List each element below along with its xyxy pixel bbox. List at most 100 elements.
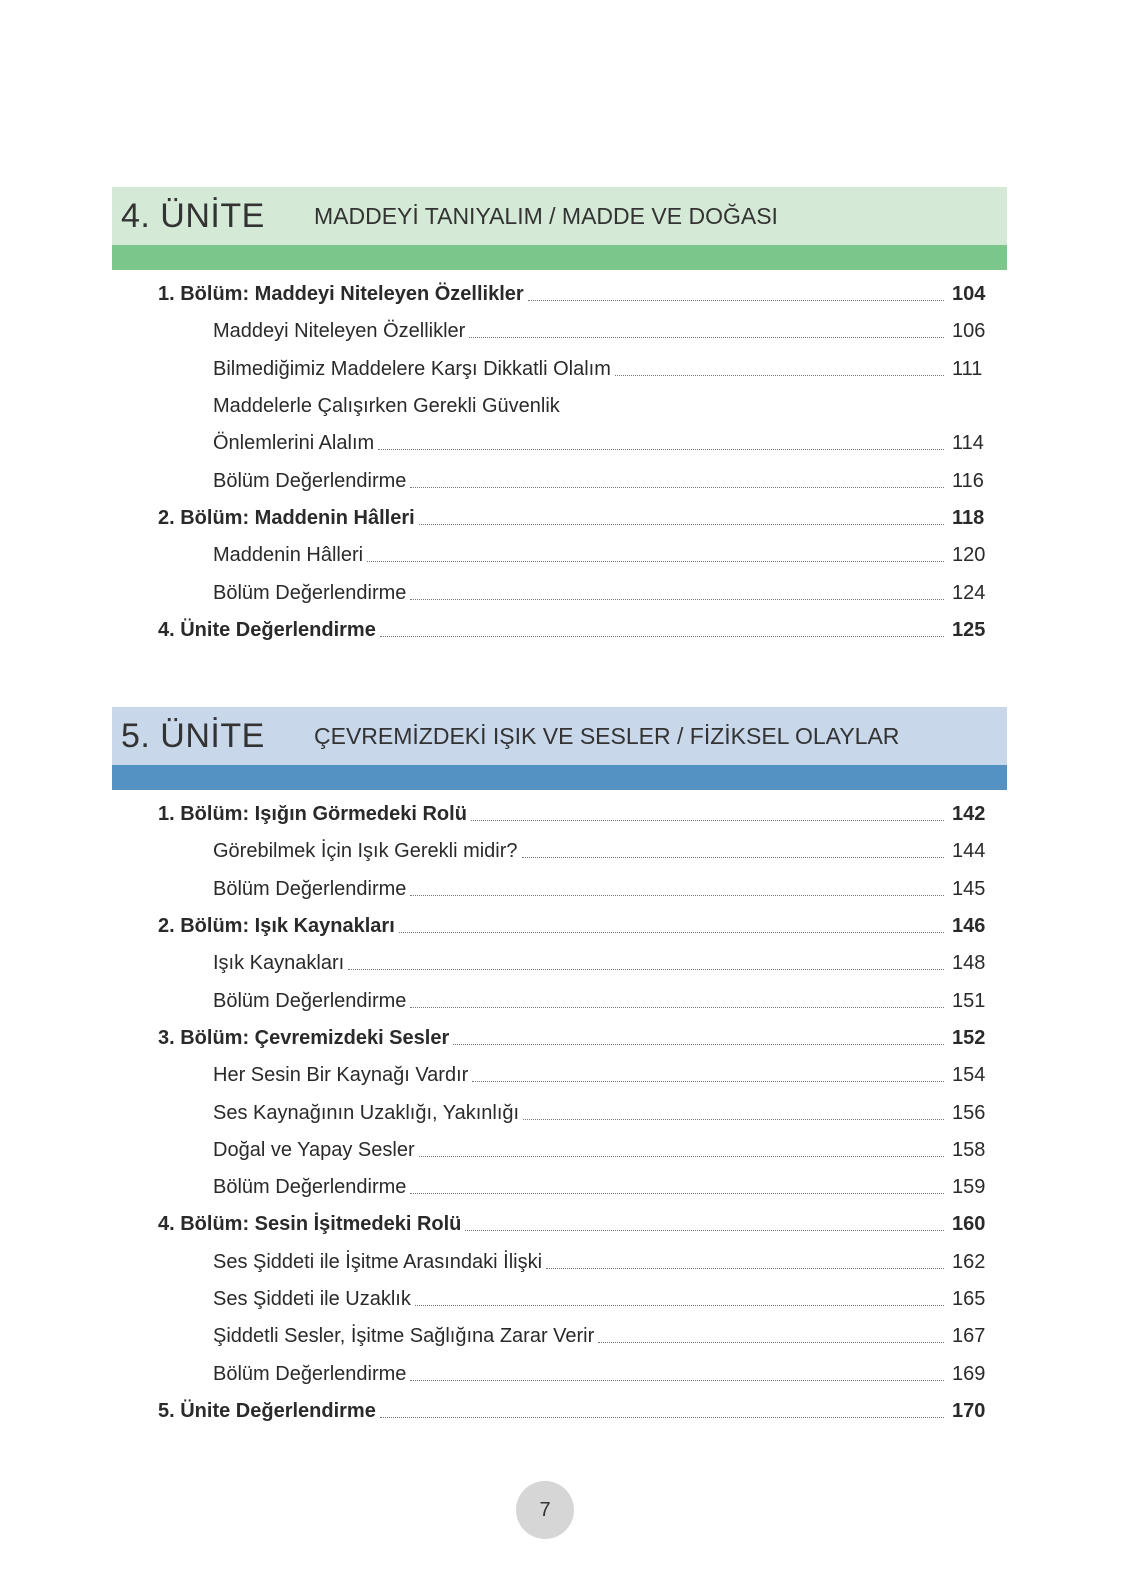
- toc-section-entry[interactable]: Ses Şiddeti ile Uzaklık 165: [158, 1281, 986, 1318]
- dot-leader: [521, 857, 944, 859]
- entry-page-number: 146: [952, 915, 986, 938]
- unit-4-title-band: 4. ÜNİTE MADDEYİ TANIYALIM / MADDE VE DO…: [112, 187, 1007, 245]
- page-number: 7: [539, 1498, 551, 1521]
- toc-chapter-entry[interactable]: 1. Bölüm: Işığın Görmedeki Rolü 142: [158, 796, 986, 833]
- toc-section-entry[interactable]: Maddeyi Niteleyen Özellikler 106: [158, 313, 986, 350]
- entry-page-number: 125: [952, 618, 986, 641]
- entry-page-number: 148: [952, 952, 986, 975]
- toc-section-entry[interactable]: Bilmediğimiz Maddelere Karşı Dikkatli Ol…: [158, 351, 986, 388]
- dot-leader: [410, 486, 944, 488]
- dot-leader: [546, 1267, 944, 1269]
- dot-leader: [527, 300, 944, 302]
- toc-section-entry[interactable]: Doğal ve Yapay Sesler 158: [158, 1132, 986, 1169]
- entry-page-number: 156: [952, 1101, 986, 1124]
- dot-leader: [379, 1416, 944, 1418]
- unit-4-header: 4. ÜNİTE MADDEYİ TANIYALIM / MADDE VE DO…: [112, 187, 1007, 270]
- entry-label: Görebilmek İçin Işık Gerekli midir?: [213, 840, 518, 863]
- entry-label: Işık Kaynakları: [213, 952, 345, 975]
- toc-section-entry[interactable]: Işık Kaynakları 148: [158, 945, 986, 982]
- dot-leader: [465, 1230, 944, 1232]
- entry-page-number: 142: [952, 803, 986, 826]
- entry-label: Ses Şiddeti ile Uzaklık: [213, 1288, 411, 1310]
- toc-section-entry[interactable]: Maddenin Hâlleri 120: [158, 537, 986, 574]
- entry-page-number: 104: [952, 283, 986, 306]
- toc-chapter-entry[interactable]: 2. Bölüm: Maddenin Hâlleri 118: [158, 500, 986, 537]
- unit-number: 4. ÜNİTE: [121, 196, 265, 235]
- toc-section-entry[interactable]: Maddelerle Çalışırken Gerekli Güvenlik: [158, 388, 986, 425]
- toc-section-entry[interactable]: Bölüm Değerlendirme 124: [158, 574, 986, 611]
- toc-chapter-entry[interactable]: 5. Ünite Değerlendirme 170: [158, 1393, 986, 1430]
- toc-chapter-entry[interactable]: 3. Bölüm: Çevremizdeki Sesler 152: [158, 1020, 986, 1057]
- entry-page-number: 151: [952, 989, 986, 1012]
- unit-5-header: 5. ÜNİTE ÇEVREMİZDEKİ IŞIK VE SESLER / F…: [112, 707, 1007, 790]
- entry-label: Doğal ve Yapay Sesler: [213, 1138, 415, 1161]
- entry-label: Maddenin Hâlleri: [213, 544, 364, 567]
- dot-leader: [410, 598, 944, 600]
- toc-section-entry[interactable]: Bölüm Değerlendirme 151: [158, 982, 986, 1019]
- toc-section-entry[interactable]: Her Sesin Bir Kaynağı Vardır 154: [158, 1057, 986, 1094]
- entry-label: Şiddetli Sesler, İşitme Sağlığına Zarar …: [213, 1325, 595, 1348]
- dot-leader: [348, 969, 944, 971]
- entry-label: Maddelerle Çalışırken Gerekli Güvenlik: [213, 395, 560, 418]
- dot-leader: [367, 561, 944, 563]
- entry-page-number: 144: [952, 840, 986, 863]
- entry-page-number: 120: [952, 544, 986, 567]
- toc-chapter-entry[interactable]: 4. Ünite Değerlendirme 125: [158, 612, 986, 649]
- unit-4-contents: 1. Bölüm: Maddeyi Niteleyen Özellikler 10…: [158, 276, 986, 649]
- unit-title: ÇEVREMİZDEKİ IŞIK VE SESLER / FİZİKSEL O…: [314, 722, 900, 749]
- toc-section-entry[interactable]: Bölüm Değerlendirme 145: [158, 871, 986, 908]
- entry-label: Bölüm Değerlendirme: [213, 469, 407, 492]
- toc-section-entry[interactable]: Ses Kaynağının Uzaklığı, Yakınlığı 156: [158, 1094, 986, 1131]
- dot-leader: [472, 1081, 944, 1083]
- dot-leader: [470, 820, 944, 822]
- dot-leader: [453, 1043, 944, 1045]
- entry-page-number: 162: [952, 1250, 986, 1273]
- toc-section-entry[interactable]: Önlemlerini Alalım 114: [158, 425, 986, 462]
- entry-label: Bölüm Değerlendirme: [213, 877, 407, 900]
- entry-label: Maddeyi Niteleyen Özellikler: [213, 320, 466, 343]
- unit-5-contents: 1. Bölüm: Işığın Görmedeki Rolü 142 Görebi…: [158, 796, 986, 1430]
- entry-label: Bilmediğimiz Maddelere Karşı Dikkatli Ol…: [213, 357, 611, 380]
- entry-label: Ses Şiddeti ile İşitme Arasındaki İlişki: [213, 1250, 543, 1273]
- entry-page-number: 114: [952, 432, 984, 455]
- entry-label: 4. Bölüm: Sesin İşitmedeki Rolü: [158, 1213, 462, 1236]
- dot-leader: [378, 449, 944, 451]
- toc-section-entry[interactable]: Bölüm Değerlendirme 169: [158, 1355, 986, 1392]
- toc-section-entry[interactable]: Bölüm Değerlendirme 159: [158, 1169, 986, 1206]
- entry-label: 2. Bölüm: Maddenin Hâlleri: [158, 506, 415, 529]
- dot-leader: [598, 1342, 944, 1344]
- toc-section-entry[interactable]: Bölüm Değerlendirme 116: [158, 462, 986, 499]
- dot-leader: [469, 337, 944, 339]
- toc-section-entry[interactable]: Şiddetli Sesler, İşitme Sağlığına Zarar …: [158, 1318, 986, 1355]
- entry-page-number: 158: [952, 1138, 986, 1161]
- unit-5-title-band: 5. ÜNİTE ÇEVREMİZDEKİ IŞIK VE SESLER / F…: [112, 707, 1007, 765]
- entry-label: Bölüm Değerlendirme: [213, 581, 407, 604]
- page-number-badge: 7: [516, 1481, 574, 1539]
- toc-section-entry[interactable]: Ses Şiddeti ile İşitme Arasındaki İlişki…: [158, 1244, 986, 1281]
- entry-page-number: 154: [952, 1064, 986, 1087]
- dot-leader: [410, 1006, 944, 1008]
- dot-leader: [418, 523, 944, 525]
- dot-leader: [410, 1379, 944, 1381]
- entry-label: Bölüm Değerlendirme: [213, 989, 407, 1012]
- toc-chapter-entry[interactable]: 2. Bölüm: Işık Kaynakları 146: [158, 908, 986, 945]
- toc-chapter-entry[interactable]: 4. Bölüm: Sesin İşitmedeki Rolü 160: [158, 1206, 986, 1243]
- entry-label: Ses Kaynağının Uzaklığı, Yakınlığı: [213, 1101, 520, 1124]
- dot-leader: [379, 635, 944, 637]
- dot-leader: [410, 1193, 944, 1195]
- entry-page-number: 124: [952, 581, 986, 604]
- toc-chapter-entry[interactable]: 1. Bölüm: Maddeyi Niteleyen Özellikler 10…: [158, 276, 986, 313]
- dot-leader: [418, 1155, 944, 1157]
- entry-page-number: 152: [952, 1026, 986, 1049]
- entry-label: Bölüm Değerlendirme: [213, 1176, 407, 1199]
- entry-page-number: 106: [952, 320, 986, 343]
- entry-label: 2. Bölüm: Işık Kaynakları: [158, 915, 395, 938]
- entry-page-number: 165: [952, 1288, 986, 1310]
- entry-page-number: 118: [952, 506, 985, 529]
- entry-page-number: 145: [952, 877, 986, 900]
- entry-label: 5. Ünite Değerlendirme: [158, 1399, 376, 1422]
- entry-label: 1. Bölüm: Maddeyi Niteleyen Özellikler: [158, 283, 524, 306]
- dot-leader: [523, 1118, 944, 1120]
- toc-section-entry[interactable]: Görebilmek İçin Işık Gerekli midir? 144: [158, 833, 986, 870]
- entry-label: Her Sesin Bir Kaynağı Vardır: [213, 1064, 469, 1087]
